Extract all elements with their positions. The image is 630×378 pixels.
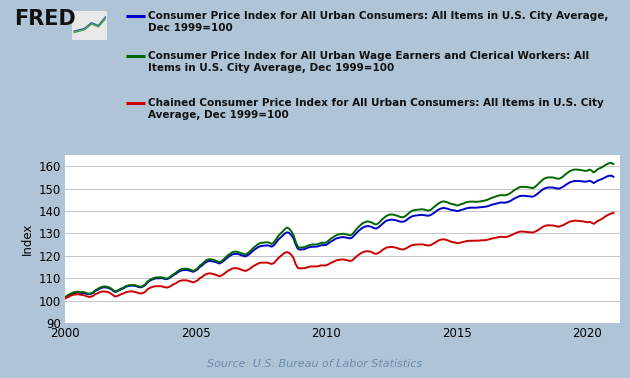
Text: Chained Consumer Price Index for All Urban Consumers: All Items in U.S. City
Ave: Chained Consumer Price Index for All Urb… [148, 98, 604, 120]
Text: FRED: FRED [14, 9, 76, 29]
Text: Source: U.S. Bureau of Labor Statistics: Source: U.S. Bureau of Labor Statistics [207, 359, 423, 369]
Text: Consumer Price Index for All Urban Wage Earners and Clerical Workers: All
Items : Consumer Price Index for All Urban Wage … [148, 51, 589, 73]
Y-axis label: Index: Index [21, 223, 34, 255]
Text: Consumer Price Index for All Urban Consumers: All Items in U.S. City Average,
De: Consumer Price Index for All Urban Consu… [148, 11, 609, 33]
